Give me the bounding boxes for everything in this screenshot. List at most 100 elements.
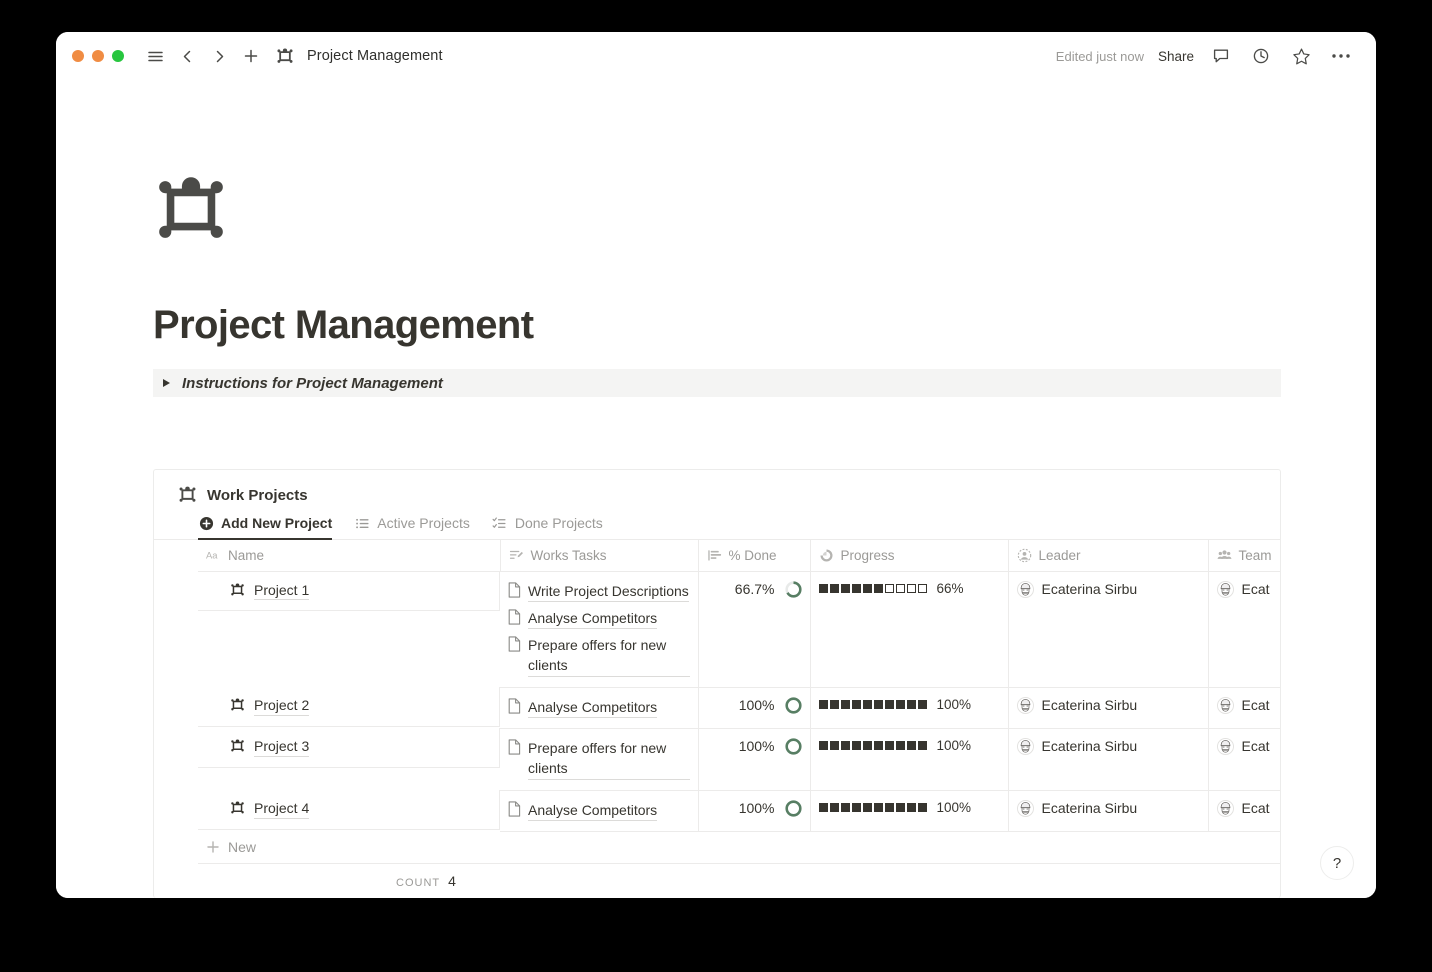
new-page-icon[interactable] (238, 43, 264, 69)
document-icon (508, 800, 522, 817)
cell-percent-done[interactable]: 100% (698, 687, 811, 729)
cell-works-tasks[interactable]: Write Project Descriptions Analyse Compet… (500, 571, 699, 688)
close-window-button[interactable] (72, 50, 84, 62)
avatar (1016, 799, 1034, 817)
task-link[interactable]: Prepare offers for new clients (508, 738, 690, 780)
percent-done-value: 100% (738, 800, 775, 817)
table-header-row: Aa Name (198, 540, 1280, 572)
progress-square (851, 583, 861, 593)
back-icon[interactable] (174, 43, 200, 69)
page-icon[interactable] (153, 175, 229, 251)
cell-works-tasks[interactable]: Analyse Competitors (500, 687, 699, 729)
progress-square (818, 699, 828, 709)
task-link[interactable]: Analyse Competitors (508, 608, 690, 630)
row-name: Project 3 (254, 737, 310, 758)
favorite-star-icon[interactable] (1288, 43, 1314, 69)
cell-works-tasks[interactable]: Analyse Competitors (500, 790, 699, 832)
table-body: Project 1 Write Project Descriptions Analy… (198, 571, 1281, 832)
progress-square (862, 583, 872, 593)
leader-name: Ecaterina Sirbu (1041, 581, 1138, 597)
progress-bar (818, 583, 927, 593)
person-chip[interactable]: Ecat (1216, 737, 1281, 755)
task-link[interactable]: Prepare offers for new clients (508, 635, 690, 677)
count-summary[interactable]: COUNT 4 (396, 873, 456, 889)
forward-icon[interactable] (206, 43, 232, 69)
document-icon (508, 609, 522, 625)
task-link[interactable]: Analyse Competitors (508, 800, 690, 821)
chevron-right-icon[interactable] (163, 379, 170, 387)
help-button[interactable]: ? (1320, 846, 1354, 880)
column-header-works-tasks[interactable]: Works Tasks (500, 540, 699, 572)
table-row[interactable]: Project 3 Prepare offers for new clients 1… (198, 728, 1281, 791)
cell-team[interactable]: Ecat (1208, 687, 1281, 729)
plus-icon (206, 840, 220, 854)
person-chip[interactable]: Ecaterina Sirbu (1016, 737, 1200, 755)
person-chip[interactable]: Ecat (1216, 799, 1281, 817)
sidebar-toggle-icon[interactable] (142, 43, 168, 69)
column-header-team[interactable]: Team (1208, 540, 1280, 572)
table-row[interactable]: Project 1 Write Project Descriptions Analy… (198, 571, 1281, 688)
cell-works-tasks[interactable]: Prepare offers for new clients (500, 728, 699, 791)
task-link[interactable]: Analyse Competitors (508, 697, 690, 718)
frame-icon (230, 698, 245, 713)
cell-team[interactable]: Ecat (1208, 571, 1281, 688)
person-icon (1017, 548, 1032, 563)
minimize-window-button[interactable] (92, 50, 104, 62)
progress-square (851, 802, 861, 812)
task-link[interactable]: Write Project Descriptions (508, 581, 690, 602)
breadcrumb[interactable]: Project Management (272, 43, 443, 69)
cell-progress[interactable]: 66% (810, 571, 1009, 688)
person-chip[interactable]: Ecaterina Sirbu (1016, 696, 1200, 714)
cell-percent-done[interactable]: 100% (698, 728, 811, 791)
progress-square (895, 583, 905, 593)
cell-progress[interactable]: 100% (810, 790, 1009, 832)
progress-ring-icon (784, 697, 802, 714)
cell-name[interactable]: Project 3 (198, 728, 500, 769)
history-icon[interactable] (1248, 43, 1274, 69)
cell-leader[interactable]: Ecaterina Sirbu (1008, 728, 1209, 791)
column-header-name[interactable]: Aa Name (198, 540, 501, 572)
cell-name[interactable]: Project 4 (198, 790, 500, 830)
person-chip[interactable]: Ecat (1216, 580, 1281, 598)
progress-square (884, 699, 894, 709)
column-label: Progress (840, 547, 895, 563)
page-title[interactable]: Project Management (153, 303, 534, 347)
progress-square (862, 802, 872, 812)
progress-bar (818, 740, 927, 750)
progress-square (851, 699, 861, 709)
progress-square (895, 740, 905, 750)
column-header-leader[interactable]: Leader (1008, 540, 1209, 572)
progress-square (829, 802, 839, 812)
frame-icon (230, 739, 245, 754)
person-chip[interactable]: Ecat (1216, 696, 1281, 714)
cell-leader[interactable]: Ecaterina Sirbu (1008, 687, 1209, 729)
tab-add-new-project[interactable]: Add New Project (198, 515, 333, 540)
cell-percent-done[interactable]: 100% (698, 790, 811, 832)
cell-progress[interactable]: 100% (810, 687, 1009, 729)
instructions-toggle[interactable]: Instructions for Project Management (153, 369, 1281, 397)
cell-name[interactable]: Project 2 (198, 687, 500, 728)
tab-label: Done Projects (514, 515, 603, 531)
person-chip[interactable]: Ecaterina Sirbu (1016, 799, 1200, 817)
cell-team[interactable]: Ecat (1208, 790, 1281, 832)
database-title[interactable]: Work Projects (207, 487, 308, 504)
maximize-window-button[interactable] (112, 50, 124, 62)
cell-leader[interactable]: Ecaterina Sirbu (1008, 790, 1209, 832)
cell-leader[interactable]: Ecaterina Sirbu (1008, 571, 1209, 688)
cell-team[interactable]: Ecat (1208, 728, 1281, 791)
cell-name[interactable]: Project 1 (198, 571, 500, 612)
more-options-icon[interactable] (1328, 43, 1354, 69)
cell-percent-done[interactable]: 66.7% (698, 571, 811, 688)
add-new-row-button[interactable]: New (198, 832, 1280, 864)
column-header-percent-done[interactable]: % Done (698, 540, 811, 572)
table-row[interactable]: Project 4 Analyse Competitors 100% 100% Ecat… (198, 790, 1281, 832)
person-chip[interactable]: Ecaterina Sirbu (1016, 580, 1200, 598)
comment-icon[interactable] (1208, 43, 1234, 69)
share-button[interactable]: Share (1157, 48, 1194, 64)
tab-done-projects[interactable]: Done Projects (492, 515, 603, 540)
table-row[interactable]: Project 2 Analyse Competitors 100% 100% Ecat… (198, 687, 1281, 729)
tab-active-projects[interactable]: Active Projects (354, 515, 470, 540)
cell-progress[interactable]: 100% (810, 728, 1009, 791)
table-scroll-area[interactable]: Aa Name (154, 540, 1280, 832)
column-header-progress[interactable]: Progress (810, 540, 1009, 572)
